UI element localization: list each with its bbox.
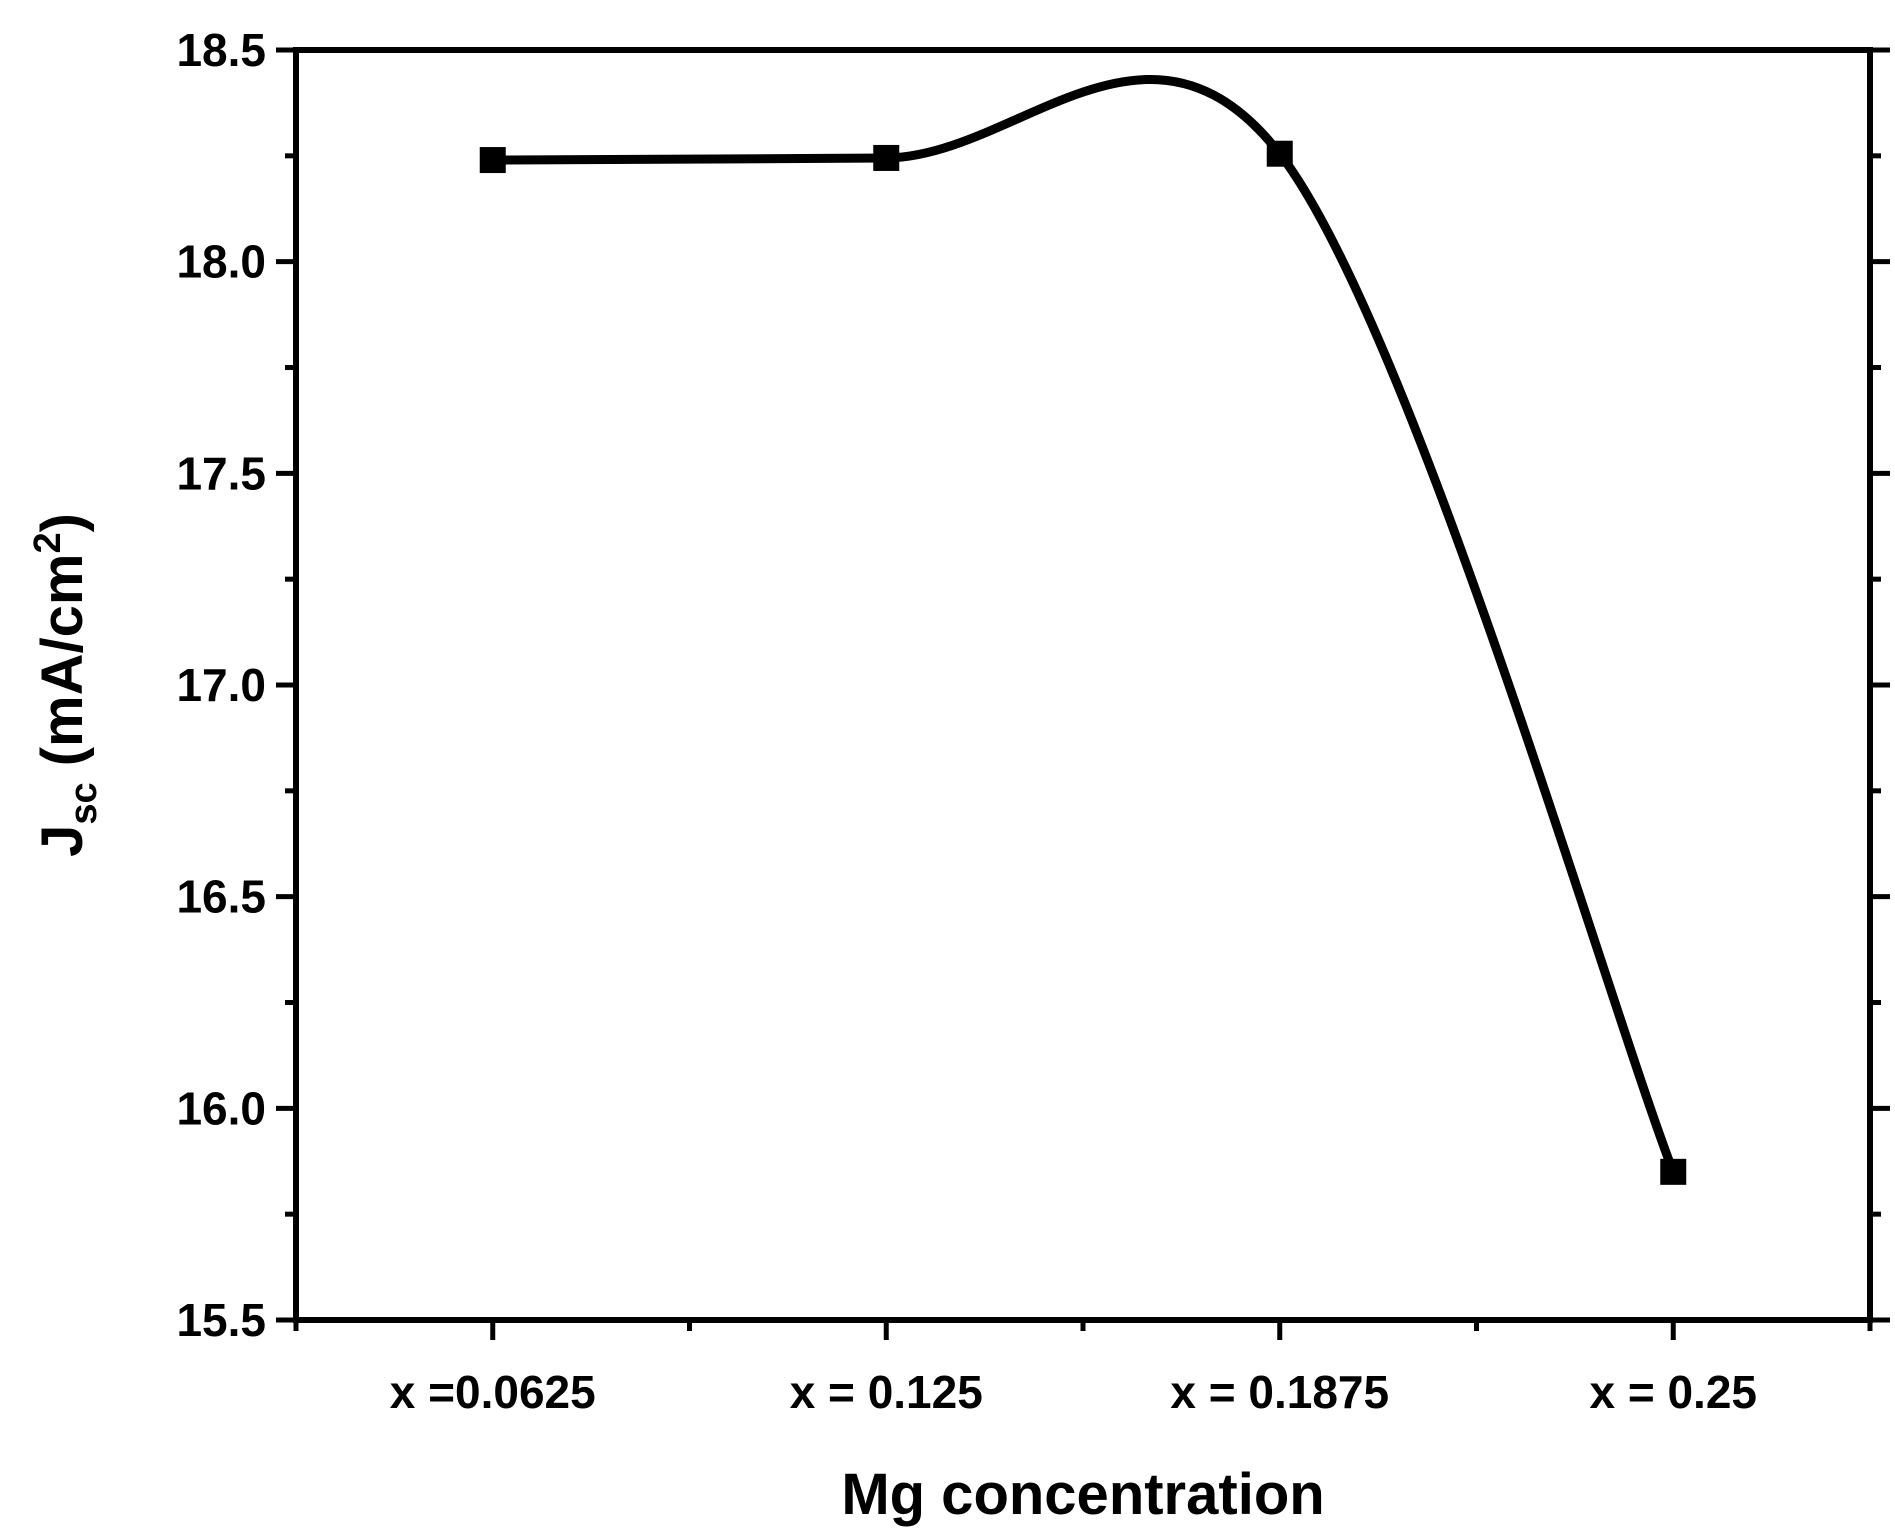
x-axis-ticks <box>293 1320 1873 1340</box>
y-axis-title-superscript: 2 <box>27 532 69 553</box>
y-tick-label: 16.5 <box>176 871 266 923</box>
y-tick-label: 16.0 <box>176 1082 266 1134</box>
data-point-marker <box>1266 140 1293 167</box>
x-tick-label: x = 0.1875 <box>1170 1366 1389 1418</box>
y-tick-label: 18.0 <box>176 236 266 288</box>
data-point-marker <box>873 144 900 171</box>
x-tick-label: x = 0.125 <box>790 1366 983 1418</box>
y-axis-ticks <box>276 47 1890 1323</box>
x-tick-label: x =0.0625 <box>390 1366 596 1418</box>
y-axis-title: Jsc (mA/cm2) <box>27 513 105 857</box>
y-axis-title-unit: (mA/cm <box>30 554 95 783</box>
data-point-marker <box>1660 1158 1687 1185</box>
series-layer <box>479 74 1687 1185</box>
series-line <box>492 74 1678 1174</box>
data-point-marker <box>479 147 506 174</box>
x-axis-title: Mg concentration <box>841 1462 1324 1527</box>
y-axis-title-subscript: sc <box>63 782 105 824</box>
y-tick-labels: 15.5 16.0 16.5 17.0 17.5 18.0 18.5 <box>176 24 266 1346</box>
y-tick-label: 17.0 <box>176 659 266 711</box>
x-tick-labels: x =0.0625 x = 0.125 x = 0.1875 x = 0.25 <box>390 1366 1757 1418</box>
plot-frame <box>293 47 1873 1323</box>
y-axis-title-unit-end: ) <box>30 513 95 532</box>
y-axis-title-main: J <box>30 825 95 857</box>
x-tick-label: x = 0.25 <box>1589 1366 1757 1418</box>
y-tick-label: 15.5 <box>176 1294 266 1346</box>
y-tick-label: 17.5 <box>176 447 266 499</box>
y-tick-label: 18.5 <box>176 24 266 76</box>
plot-area: 15.516.016.517.017.518.018.5 x =0.0625 x … <box>176 24 1890 1418</box>
